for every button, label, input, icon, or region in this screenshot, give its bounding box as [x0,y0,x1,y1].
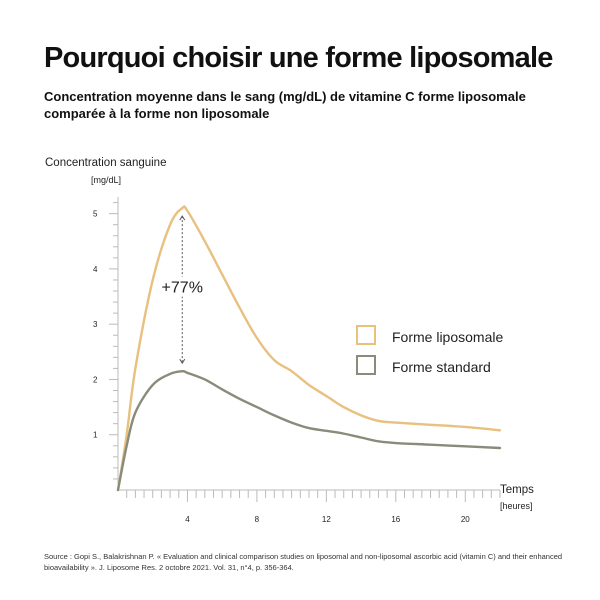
legend-label-liposomale: Forme liposomale [392,329,503,345]
arrow-up-icon [179,215,186,221]
y-tick-label: 2 [93,375,98,384]
y-tick-label: 4 [93,265,98,274]
chart-subtitle: Concentration moyenne dans le sang (mg/d… [44,89,526,121]
legend-label-standard: Forme standard [392,359,491,375]
series-layer [116,205,502,492]
legend-item-liposomale: Forme liposomale [356,325,503,345]
y-tick-label: 5 [93,210,98,219]
x-tick-label: 20 [461,515,470,524]
series-line-standard [116,369,502,492]
annotation-label: +77% [162,280,203,297]
chart-title: Pourquoi choisir une forme liposomale [44,42,553,74]
legend-swatch-liposomale [356,325,376,345]
y-axis: 1 2 3 4 5 [93,197,119,490]
series-line-liposomale [116,205,502,492]
y-axis-unit: [mg/dL] [91,175,121,185]
y-axis-label: Concentration sanguine [45,157,166,169]
x-axis-unit: [heures] [500,501,533,511]
arrow-down-icon [179,358,186,365]
y-tick-label: 3 [93,320,98,329]
x-tick-label: 16 [391,515,400,524]
legend-item-standard: Forme standard [356,355,491,375]
y-tick-label: 1 [93,431,98,440]
legend-swatch-standard [356,355,376,375]
source-citation: Source : Gopi S., Balakrishnan P. « Eval… [44,552,563,572]
x-axis-label: Temps [500,484,534,496]
peak-annotation: +77% [156,215,209,365]
legend: Forme liposomale Forme standard [356,325,503,375]
annotation-background [156,276,209,297]
x-tick-label: 8 [255,515,260,524]
x-tick-label: 12 [322,515,331,524]
x-axis: 4 8 12 16 20 [118,489,501,524]
x-tick-label: 4 [185,515,190,524]
